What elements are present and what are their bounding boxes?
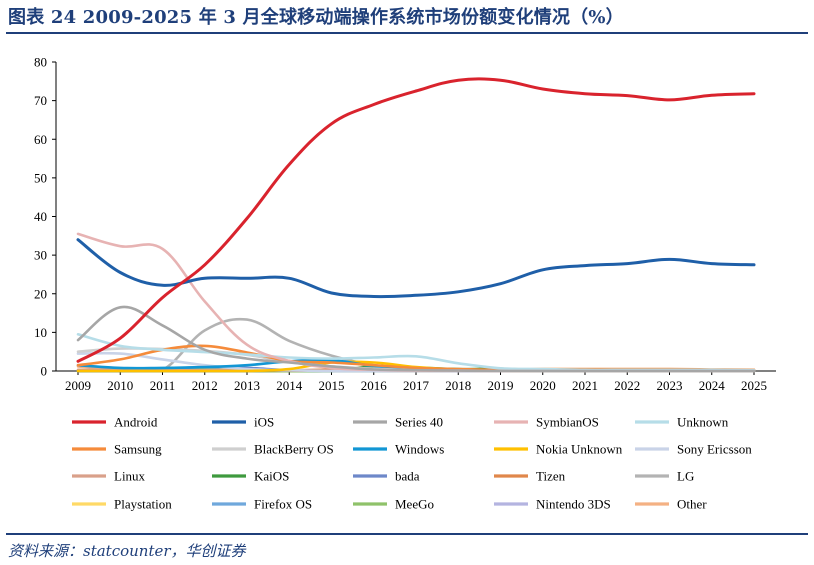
x-tick-label: 2017 — [403, 378, 430, 393]
legend-label: bada — [395, 469, 420, 484]
y-tick-label: 80 — [34, 55, 47, 70]
legend-label: Android — [114, 415, 158, 430]
legend-label: Sony Ericsson — [677, 442, 752, 457]
title-rule — [6, 32, 808, 34]
footer-rule — [6, 533, 808, 535]
legend-label: KaiOS — [254, 469, 289, 484]
legend-label: Unknown — [677, 415, 729, 430]
line-chart: 0 10 20 30 40 50 60 70 80 2009 2010 2011 2012 2013 201… — [34, 55, 776, 512]
series-line-ios — [76, 238, 756, 299]
x-tick-label: 2010 — [107, 378, 133, 393]
legend-label: Samsung — [114, 442, 162, 457]
x-tick-label: 2009 — [65, 378, 91, 393]
x-tick-label: 2015 — [319, 378, 345, 393]
x-tick-label: 2018 — [445, 378, 471, 393]
legend-label: Nokia Unknown — [536, 442, 623, 457]
legend-label: Tizen — [536, 469, 566, 484]
x-tick-label: 2022 — [614, 378, 640, 393]
y-tick-label: 70 — [34, 93, 47, 108]
series-line-series-40 — [76, 305, 756, 373]
x-tick-label: 2014 — [276, 378, 303, 393]
legend-label: Windows — [395, 442, 444, 457]
legend-label: Nintendo 3DS — [536, 497, 611, 512]
y-tick-label: 20 — [34, 286, 47, 301]
legend-label: Linux — [114, 469, 146, 484]
legend-label: Series 40 — [395, 415, 443, 430]
y-tick-label: 60 — [34, 132, 47, 147]
series-line-lg — [76, 317, 756, 373]
chart-title: 图表 24 2009-2025 年 3 月全球移动端操作系统市场份额变化情况（%… — [8, 7, 624, 28]
series-line-unknown — [76, 333, 756, 372]
plot-area — [76, 77, 756, 373]
x-tick-label: 2012 — [192, 378, 218, 393]
x-tick-label: 2023 — [657, 378, 683, 393]
chart-legend: Android iOS Series 40 SymbianOS Unknown Samsu… — [72, 415, 752, 512]
y-tick-label: 50 — [34, 170, 47, 185]
source-note: 资料来源：statcounter，华创证券 — [8, 542, 246, 560]
legend-label: Firefox OS — [254, 497, 312, 512]
x-tick-label: 2019 — [488, 378, 514, 393]
x-tick-label: 2024 — [699, 378, 726, 393]
legend-label: BlackBerry OS — [254, 442, 334, 457]
x-tick-label: 2016 — [361, 378, 388, 393]
legend-label: iOS — [254, 415, 274, 430]
y-tick-label: 0 — [41, 364, 48, 379]
x-tick-label: 2021 — [572, 378, 598, 393]
x-tick-label: 2025 — [741, 378, 767, 393]
legend-label: Playstation — [114, 497, 172, 512]
y-tick-label: 10 — [34, 325, 47, 340]
y-tick-label: 40 — [34, 209, 47, 224]
legend-label: LG — [677, 469, 694, 484]
legend-label: MeeGo — [395, 497, 434, 512]
x-tick-label: 2013 — [234, 378, 260, 393]
x-tick-label: 2011 — [150, 378, 176, 393]
y-tick-label: 30 — [34, 248, 47, 263]
chart-axes: 0 10 20 30 40 50 60 70 80 2009 2010 2011 2012 2013 201… — [34, 55, 776, 393]
x-tick-label: 2020 — [530, 378, 556, 393]
series-line-android — [76, 77, 756, 363]
legend-label: SymbianOS — [536, 415, 599, 430]
legend-label: Other — [677, 497, 707, 512]
